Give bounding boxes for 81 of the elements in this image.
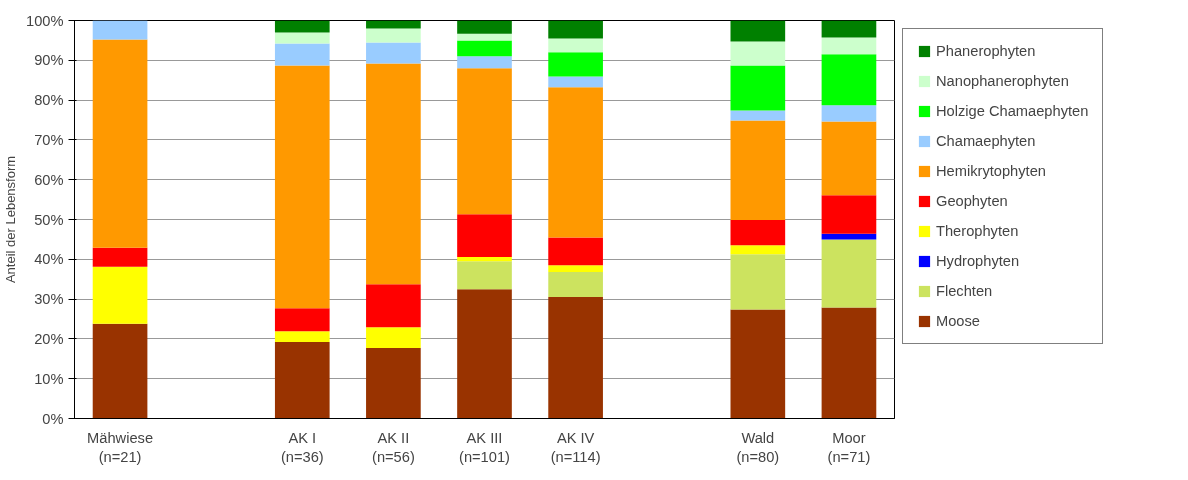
x-tick-label: AK II (n=56) <box>372 429 415 465</box>
legend-label: Hemikrytophyten <box>936 163 1046 179</box>
bar <box>821 37 877 55</box>
x-tick-label: AK IV (n=114) <box>550 429 601 465</box>
bar <box>457 56 512 69</box>
bar <box>548 52 603 77</box>
x-tick-label: Wald (n=80) <box>736 429 780 465</box>
bar <box>366 42 421 64</box>
x-tick-label: Mähwiese (n=21) <box>87 429 154 465</box>
y-axis-title: Anteil der Lebensform <box>3 155 19 284</box>
legend-label: Flechten <box>936 283 993 299</box>
bar <box>457 20 512 34</box>
bar <box>92 323 148 419</box>
bar <box>366 348 421 419</box>
y-tick-label: 0% <box>42 410 64 427</box>
bar <box>274 20 330 33</box>
bar <box>274 331 330 343</box>
y-tick-label: 90% <box>34 52 64 69</box>
legend-label: Geophyten <box>936 193 1008 209</box>
bar <box>730 245 786 255</box>
bar <box>548 38 603 53</box>
bar <box>821 195 877 234</box>
y-tick-label: 80% <box>34 92 64 109</box>
legend-label: Holzige Chamaephyten <box>936 103 1089 119</box>
bar <box>821 307 877 419</box>
bar <box>548 297 603 419</box>
bar <box>457 40 512 57</box>
bar <box>366 28 421 43</box>
y-tick-label: 20% <box>34 330 64 347</box>
bar <box>366 63 421 285</box>
bar <box>274 43 330 66</box>
bar <box>821 20 877 38</box>
x-tick-label: Moor (n=71) <box>827 429 871 465</box>
bar <box>92 266 148 324</box>
bar <box>821 121 877 196</box>
y-tick-label: 10% <box>34 370 64 387</box>
bar <box>92 39 148 248</box>
bar <box>457 289 512 419</box>
legend-label: Phanerophyten <box>936 43 1036 59</box>
y-tick-label: 30% <box>34 291 64 308</box>
bar <box>548 20 603 39</box>
y-tick-label: 70% <box>34 131 64 148</box>
bar <box>366 284 421 328</box>
legend-label: Chamaephyten <box>936 133 1036 149</box>
legend-label: Moose <box>936 313 980 329</box>
bar <box>821 54 877 106</box>
bar <box>274 342 330 419</box>
bar <box>457 68 512 215</box>
legend-label: Therophyten <box>936 223 1019 239</box>
legend-label: Hydrophyten <box>936 253 1020 269</box>
bar <box>457 256 512 262</box>
y-tick-label: 100% <box>26 12 64 29</box>
y-tick-label: 50% <box>34 211 64 228</box>
y-tick-label: 60% <box>34 171 64 188</box>
legend-label: Nanophanerophyten <box>936 73 1069 89</box>
bar <box>548 237 603 266</box>
x-tick-label: AK I (n=36) <box>280 429 324 465</box>
bar <box>730 219 786 246</box>
bar <box>821 239 877 308</box>
bar <box>730 65 786 111</box>
bar <box>821 105 877 122</box>
bar <box>548 76 603 88</box>
bar <box>274 32 330 44</box>
bar <box>548 265 603 273</box>
bar <box>92 247 148 267</box>
bar <box>730 110 786 121</box>
bar <box>730 254 786 310</box>
bar <box>730 309 786 419</box>
bar <box>730 41 786 66</box>
bar <box>366 327 421 349</box>
bar <box>457 261 512 290</box>
x-tick-label: AK III (n=101) <box>459 429 510 465</box>
bar <box>548 272 603 298</box>
y-tick-label: 40% <box>34 251 64 268</box>
bar <box>730 120 786 220</box>
bar <box>730 20 786 42</box>
bar <box>274 308 330 332</box>
bar <box>457 214 512 257</box>
bar <box>548 87 603 238</box>
bar <box>274 65 330 309</box>
bar <box>92 20 148 40</box>
